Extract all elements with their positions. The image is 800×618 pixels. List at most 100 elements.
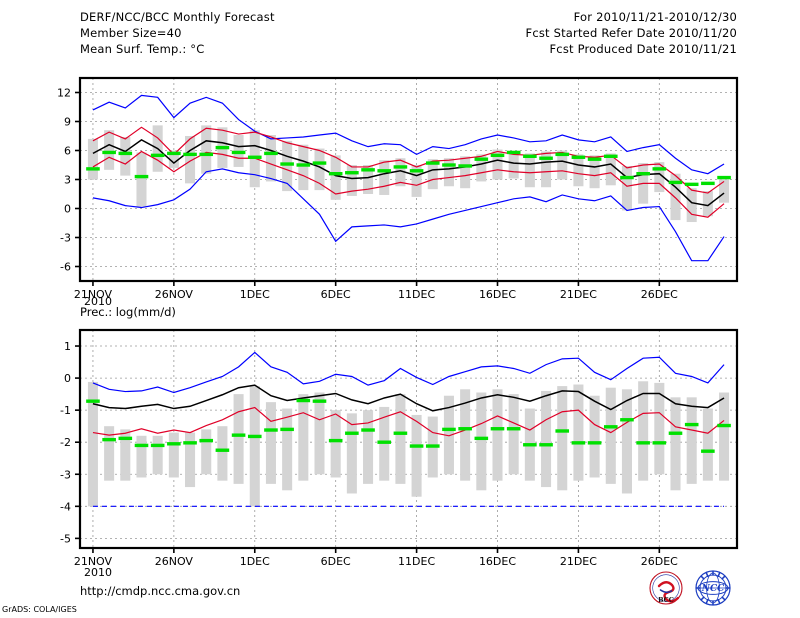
- grads-credit: GrADS: COLA/IGES: [2, 605, 77, 614]
- member-range-bar: [265, 135, 276, 182]
- member-range-bar: [476, 154, 487, 182]
- y-tick-label: 0: [64, 203, 71, 216]
- y-tick-label: -3: [60, 232, 71, 245]
- member-range-bar: [524, 153, 535, 188]
- climatology-marks: [86, 398, 731, 453]
- y-tick-label: 0: [64, 372, 71, 385]
- series-ensemble-max: [92, 94, 725, 175]
- series-ensemble-min: [92, 168, 725, 262]
- member-range-bar: [686, 188, 697, 223]
- member-range-bars: [87, 381, 730, 507]
- member-range-bar: [621, 165, 632, 211]
- member-range-bar: [120, 136, 131, 176]
- x-tick-label: 6DEC: [321, 555, 351, 568]
- x-tick-label: 26DEC: [641, 555, 678, 568]
- member-range-bar: [654, 382, 665, 475]
- bcc-logo: BCC: [649, 571, 683, 605]
- bottom-chart-year-label: 2010: [84, 566, 112, 579]
- member-range-bar: [670, 397, 681, 491]
- member-range-bar: [541, 390, 552, 488]
- member-range-bar: [670, 173, 681, 221]
- x-tick-label: 16DEC: [479, 555, 516, 568]
- forecast-range-label: For 2010/11/21-2010/12/30: [573, 10, 737, 24]
- member-range-bar: [120, 429, 131, 481]
- member-range-bar: [395, 394, 406, 484]
- member-range-bar: [298, 394, 309, 481]
- member-range-bar: [443, 395, 454, 475]
- member-range-bar: [427, 159, 438, 190]
- member-range-bar: [136, 152, 147, 207]
- series-ensemble-mean: [92, 384, 725, 412]
- source-url[interactable]: http://cmdp.ncc.cma.gov.cn: [80, 584, 241, 598]
- member-range-bar: [573, 384, 584, 481]
- precipitation-panel-data: [80, 330, 737, 548]
- member-range-bars: [87, 125, 730, 223]
- member-range-bar: [379, 160, 390, 195]
- member-range-bar: [654, 162, 665, 193]
- x-tick-label: 21DEC: [560, 288, 597, 301]
- bcc-logo-text: BCC: [658, 596, 674, 604]
- member-range-bar: [702, 191, 713, 217]
- x-tick-label: 21NOV: [74, 288, 113, 301]
- member-range-bar: [557, 386, 568, 491]
- member-range-bar: [136, 435, 147, 478]
- member-range-bar: [508, 152, 519, 179]
- x-tick-label: 21DEC: [560, 555, 597, 568]
- top-chart-year-label: 2010: [84, 295, 112, 308]
- series-lower-quartile: [92, 406, 725, 437]
- y-tick-label: -3: [60, 468, 71, 481]
- agency-logos: BCC NCC: [649, 570, 731, 606]
- member-range-bar: [719, 179, 730, 203]
- member-range-bar: [201, 429, 212, 475]
- member-range-bar: [282, 140, 293, 192]
- y-tick-label: 6: [64, 145, 71, 158]
- member-range-bar: [589, 395, 600, 478]
- member-range-bar: [168, 432, 179, 478]
- member-range-bar: [233, 394, 244, 484]
- member-range-bar: [201, 125, 212, 174]
- climatology-marks: [86, 145, 731, 187]
- series-ensemble-max: [92, 351, 725, 394]
- member-range-bar: [686, 397, 697, 484]
- member-range-bar: [363, 165, 374, 194]
- member-range-bar: [363, 410, 374, 484]
- x-tick-label: 1DEC: [240, 555, 270, 568]
- member-range-bar: [217, 426, 228, 481]
- member-range-bar: [298, 144, 309, 191]
- forecast-produced-date-label: Fcst Produced Date 2010/11/21: [549, 42, 737, 56]
- member-range-bar: [314, 148, 325, 191]
- x-tick-label: 26NOV: [155, 555, 194, 568]
- x-tick-label: 16DEC: [479, 288, 516, 301]
- member-range-bar: [168, 150, 179, 168]
- temp-variable-label: Mean Surf. Temp.: °C: [80, 42, 205, 56]
- y-tick-label: -1: [60, 404, 71, 417]
- member-range-bar: [411, 414, 422, 497]
- member-range-bar: [265, 402, 276, 484]
- x-tick-label: 26NOV: [155, 288, 194, 301]
- member-range-bar: [330, 155, 341, 200]
- member-range-bar: [395, 158, 406, 187]
- prec-axis-label: Prec.: log(mm/d): [80, 305, 176, 319]
- member-range-bar: [557, 150, 568, 180]
- member-range-bar: [541, 151, 552, 188]
- member-range-bar: [492, 149, 503, 180]
- member-range-bar: [282, 408, 293, 491]
- member-range-bar: [314, 392, 325, 475]
- member-range-bar: [330, 410, 341, 478]
- member-range-bar: [152, 435, 163, 475]
- member-range-bar: [621, 389, 632, 494]
- y-tick-label: -2: [60, 436, 71, 449]
- y-tick-label: -4: [60, 500, 71, 513]
- y-tick-label: -5: [60, 532, 71, 545]
- member-range-bar: [573, 154, 584, 187]
- member-range-bar: [589, 155, 600, 189]
- member-range-bar: [605, 387, 616, 484]
- member-range-bar: [476, 392, 487, 491]
- member-range-bar: [719, 392, 730, 481]
- member-range-bar: [508, 394, 519, 475]
- x-tick-label: 6DEC: [321, 288, 351, 301]
- member-range-bar: [87, 381, 98, 507]
- member-range-bar: [702, 408, 713, 481]
- x-tick-label: 26DEC: [641, 288, 678, 301]
